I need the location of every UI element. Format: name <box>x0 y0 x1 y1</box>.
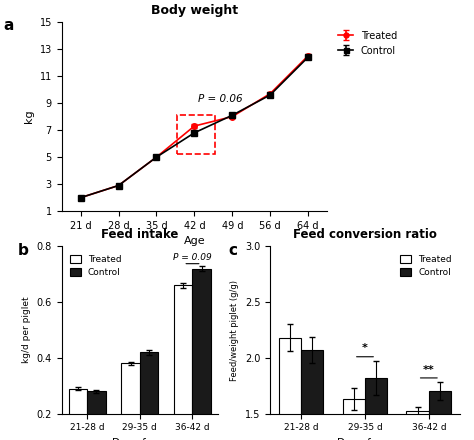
Y-axis label: kg/d per piglet: kg/d per piglet <box>22 297 31 363</box>
Text: P = 0.09: P = 0.09 <box>173 253 212 262</box>
Legend: Treated, Control: Treated, Control <box>335 27 401 59</box>
Bar <box>121 363 140 440</box>
Text: a: a <box>3 18 14 33</box>
Text: **: ** <box>423 365 435 374</box>
Text: *: * <box>362 343 368 353</box>
Text: c: c <box>228 243 237 258</box>
Legend: Treated, Control: Treated, Control <box>66 251 125 281</box>
Title: Body weight: Body weight <box>151 4 238 17</box>
Title: Feed conversion ratio: Feed conversion ratio <box>293 228 437 241</box>
X-axis label: Age: Age <box>183 236 205 246</box>
Bar <box>407 411 429 440</box>
Bar <box>301 350 323 440</box>
Bar <box>192 269 211 440</box>
Y-axis label: kg: kg <box>24 110 34 123</box>
X-axis label: Day of age: Day of age <box>111 438 168 440</box>
Bar <box>365 378 387 440</box>
Y-axis label: Feed/weight piglet (g/g): Feed/weight piglet (g/g) <box>230 279 239 381</box>
Legend: Treated, Control: Treated, Control <box>396 251 455 281</box>
Bar <box>69 389 87 440</box>
Bar <box>174 286 192 440</box>
Title: Feed intake: Feed intake <box>101 228 179 241</box>
X-axis label: Day of age: Day of age <box>337 438 393 440</box>
Text: P = 0.06: P = 0.06 <box>198 94 243 104</box>
Bar <box>343 399 365 440</box>
Bar <box>279 338 301 440</box>
Bar <box>87 391 106 440</box>
Bar <box>140 352 158 440</box>
Text: b: b <box>18 243 29 258</box>
Bar <box>429 391 451 440</box>
